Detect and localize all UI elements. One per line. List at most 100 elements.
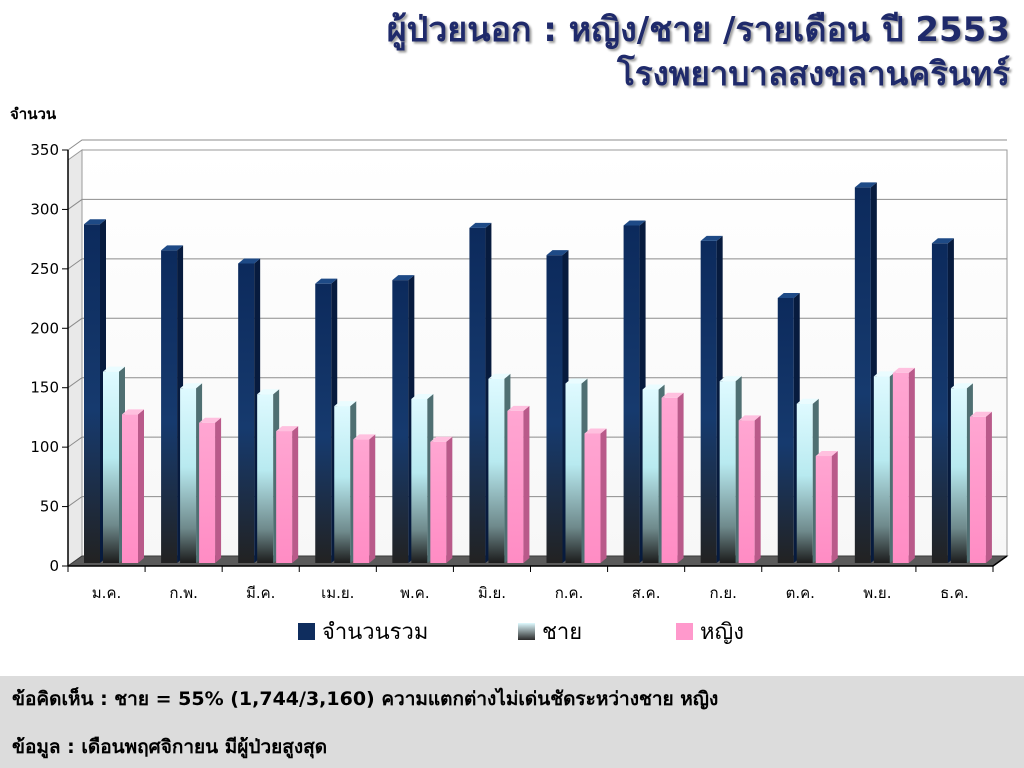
bar-total: [700, 240, 717, 563]
bar-female-side: [908, 367, 915, 563]
data-note: ข้อมูล : เดือนพฤศจิกายน มีผู้ป่วยสูงสุด: [12, 736, 328, 758]
legend-item-female: หญิง: [676, 614, 744, 649]
y-axis-label: จำนวน: [10, 105, 57, 123]
y-tick-label: 50: [40, 498, 59, 516]
y-tick-label: 150: [30, 379, 59, 397]
bar-male-top: [334, 401, 357, 407]
gridline: [67, 496, 1007, 507]
legend-label-male: ชาย: [542, 620, 583, 645]
notes-panel: ข้อคิดเห็น : ชาย = 55% (1,744/3,160) ควา…: [0, 676, 1024, 768]
x-tick-label: ธ.ค.: [940, 584, 969, 602]
bar-female-side: [215, 417, 222, 563]
bar-female: [199, 422, 216, 563]
gridline: [67, 317, 1007, 329]
bar-total-top: [392, 275, 415, 281]
bar-total-top: [931, 238, 954, 244]
bar-male-top: [257, 389, 280, 395]
bar-female-top: [892, 367, 915, 373]
bar-total-top: [161, 245, 184, 251]
bar-male-top: [103, 366, 125, 372]
bar-male: [103, 371, 119, 563]
bar-female: [584, 433, 601, 563]
bar-male: [257, 394, 274, 563]
y-tick-label: 300: [30, 200, 59, 218]
legend-swatch-female: [676, 623, 693, 640]
bar-female-top: [815, 451, 838, 457]
bar-female-side: [446, 436, 453, 563]
bar-female: [969, 416, 986, 563]
legend-label-total: จำนวนรวม: [322, 620, 429, 645]
x-tick-label: ก.ค.: [555, 584, 584, 602]
y-tick-label: 100: [30, 438, 59, 456]
bar-female-top: [430, 436, 453, 442]
bar-female-side: [831, 451, 838, 563]
bar-female-top: [276, 426, 299, 432]
legend-swatch-male: [518, 623, 535, 640]
bar-male-top: [873, 371, 896, 377]
bar-total-top: [700, 235, 723, 241]
bar-female: [276, 431, 293, 563]
x-tick-label: ส.ค.: [632, 584, 661, 602]
bar-male: [642, 389, 659, 563]
bar-female-top: [122, 409, 144, 415]
bar-total: [161, 250, 178, 564]
y-tick-label: 350: [30, 141, 59, 159]
bar-chart: 0 50 100 150 200 250 300 350 ม.ค. ก.พ. มี.ค. เม.ย. พ…: [30, 139, 1009, 602]
bar-female-side: [677, 392, 684, 563]
bar-male-top: [950, 383, 973, 389]
bar-female: [738, 420, 755, 563]
bar-female: [353, 439, 370, 563]
x-tick-label: มิ.ย.: [478, 584, 506, 602]
legend-item-male: ชาย: [518, 614, 582, 649]
bar-female-side: [985, 411, 992, 563]
bar-female-top: [969, 411, 992, 417]
bar-female-side: [600, 428, 607, 563]
x-tick-label: มี.ค.: [246, 584, 275, 602]
gridline: [67, 198, 1007, 210]
bar-male-top: [180, 383, 203, 389]
x-tick-label: พ.ย.: [863, 584, 891, 602]
bar-female-side: [138, 409, 144, 563]
bar-female-side: [754, 415, 761, 563]
x-tick-label: ม.ค.: [92, 584, 121, 602]
bar-total: [84, 224, 100, 563]
bar-total: [931, 243, 948, 563]
chart-subtitle: โรงพยาบาลสงขลานครินทร์: [617, 54, 1010, 93]
bar-male: [411, 398, 428, 563]
bar-total-top: [854, 182, 877, 188]
bar-female: [507, 410, 524, 563]
bar-total-top: [777, 292, 800, 298]
bar-total: [392, 280, 409, 563]
bar-total: [777, 297, 794, 563]
chart-title: ผู้ป่วยนอก : หญิง/ชาย /รายเดือน ปี 2553: [386, 10, 1010, 50]
bar-female-top: [353, 434, 376, 440]
bar-male: [796, 403, 813, 563]
bar-female-top: [738, 415, 761, 421]
x-tick-label: ก.พ.: [169, 584, 198, 602]
bar-female-top: [584, 428, 607, 434]
bar-female-top: [199, 417, 222, 423]
bar-male-top: [411, 393, 434, 399]
bar-male-top: [796, 398, 819, 404]
bar-male: [719, 381, 736, 563]
bar-female-side: [369, 434, 376, 563]
gridline: [67, 139, 1007, 151]
bar-male-top: [488, 373, 511, 379]
bar-female-side: [292, 426, 299, 563]
x-tick-label: ต.ค.: [786, 584, 815, 602]
bar-female: [122, 414, 138, 563]
bar-total-top: [315, 278, 338, 284]
bar-male: [488, 378, 505, 563]
bar-total-top: [469, 222, 492, 228]
bar-male: [334, 406, 351, 563]
bar-male-top: [642, 384, 665, 390]
bar-female: [430, 441, 447, 563]
bar-total-top: [84, 219, 106, 225]
comment-note: ข้อคิดเห็น : ชาย = 55% (1,744/3,160) ควา…: [12, 688, 719, 710]
bar-male: [950, 388, 967, 563]
legend-swatch-total: [298, 623, 315, 640]
y-tick-label: 0: [49, 557, 59, 575]
x-tick-label: พ.ค.: [400, 584, 429, 602]
bar-male: [873, 376, 890, 563]
plot-side-wall: [67, 149, 83, 567]
